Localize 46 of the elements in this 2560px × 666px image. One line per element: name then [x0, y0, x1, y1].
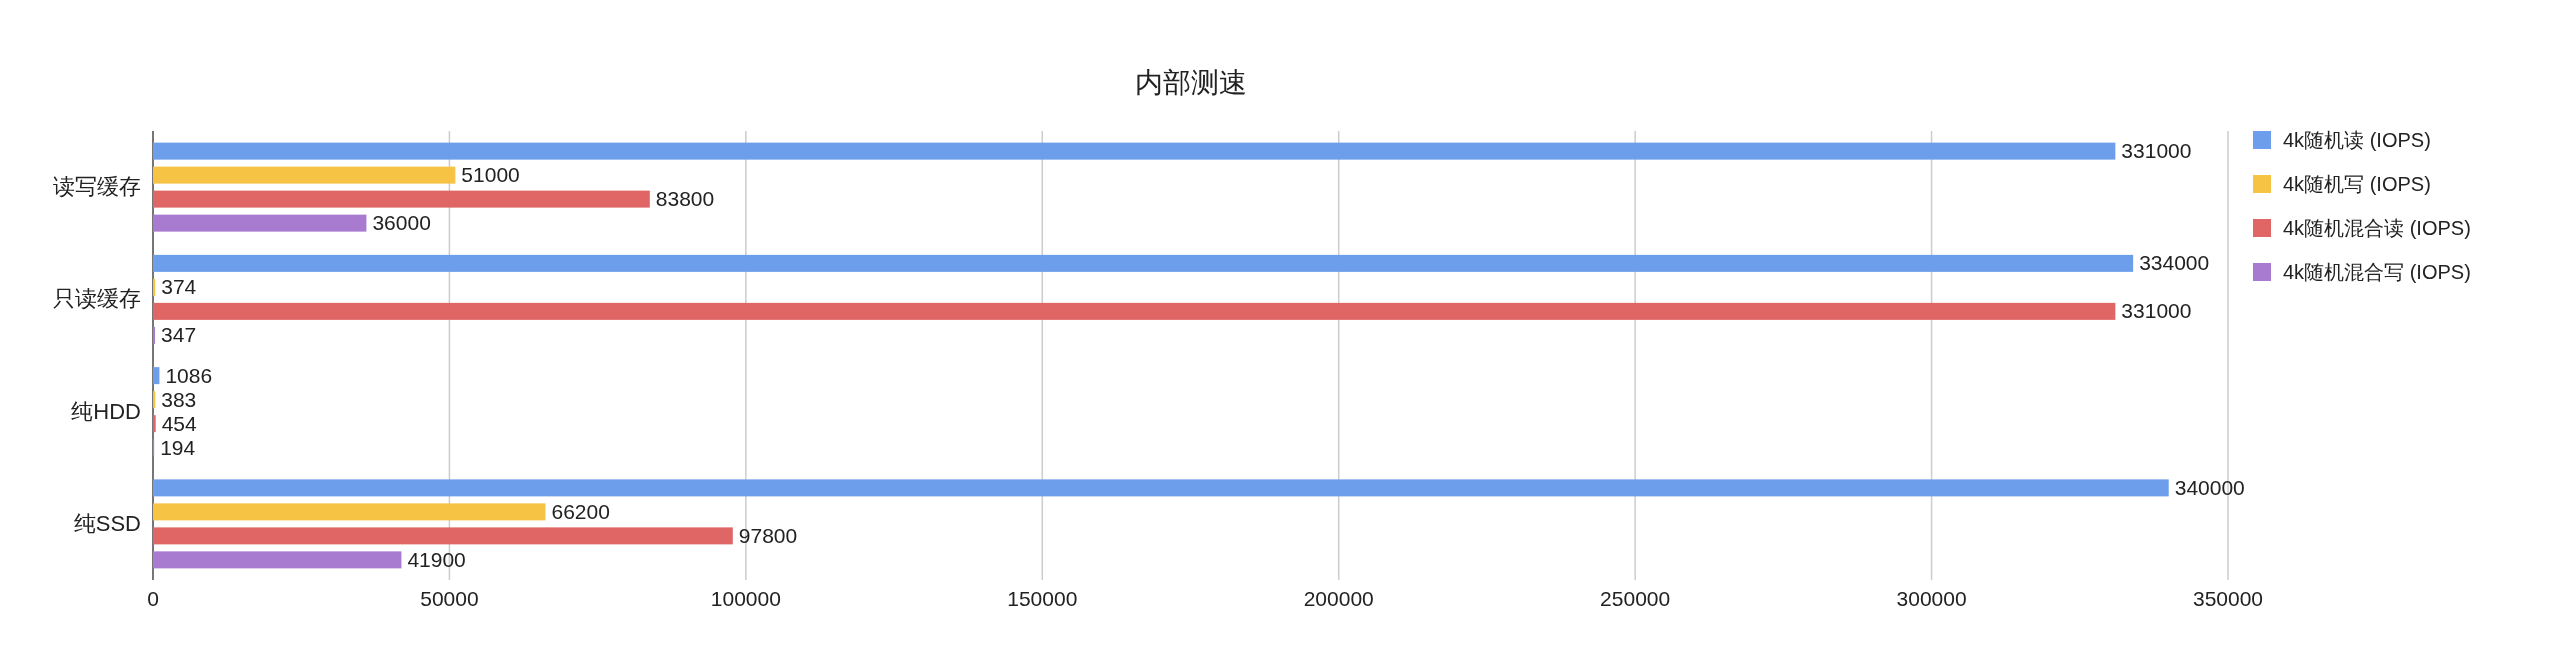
legend-label: 4k随机混合读 (IOPS) — [2283, 217, 2471, 239]
y-tick-label: 纯HDD — [71, 398, 141, 424]
bar — [153, 527, 733, 545]
x-tick-label: 100000 — [710, 587, 781, 610]
bar — [153, 302, 2116, 320]
y-tick-label: 读写缓存 — [53, 174, 141, 200]
data-label: 383 — [161, 387, 197, 411]
bar — [153, 190, 650, 208]
x-tick-label: 200000 — [1303, 587, 1374, 610]
y-tick-label: 纯SSD — [73, 510, 141, 536]
legend-label: 4k随机混合写 (IOPS) — [2283, 261, 2471, 283]
bar — [153, 367, 160, 385]
data-label: 51000 — [461, 163, 520, 187]
x-tick-label: 250000 — [1600, 587, 1671, 610]
x-tick-label: 350000 — [2192, 587, 2264, 610]
x-tick-label: 0 — [147, 587, 159, 610]
bar — [153, 254, 2134, 272]
data-label: 97800 — [738, 523, 798, 547]
x-tick-label: 300000 — [1896, 587, 1967, 610]
data-label: 194 — [160, 435, 196, 459]
data-label: 334000 — [2139, 251, 2210, 275]
legend-label: 4k随机读 (IOPS) — [2283, 129, 2431, 151]
bar — [153, 326, 156, 344]
x-tick-label: 50000 — [420, 587, 479, 610]
bar — [153, 142, 2116, 160]
data-label: 340000 — [2174, 475, 2245, 499]
data-label: 374 — [161, 275, 197, 299]
y-tick-label: 只读缓存 — [53, 286, 141, 312]
legend-label: 4k随机写 (IOPS) — [2283, 173, 2431, 195]
bar — [153, 551, 402, 569]
data-label: 1086 — [165, 363, 213, 387]
bar — [153, 503, 546, 521]
data-label: 66200 — [551, 499, 610, 523]
data-label: 83800 — [655, 187, 715, 211]
bar — [153, 166, 456, 184]
chart-title: 内部测速 — [1134, 67, 1247, 98]
bar — [153, 415, 156, 433]
x-tick-label: 150000 — [1007, 587, 1078, 610]
data-label: 331000 — [2121, 299, 2192, 323]
bar — [153, 214, 367, 232]
data-label: 36000 — [372, 211, 431, 235]
data-label: 454 — [161, 411, 198, 435]
bar — [153, 479, 2169, 497]
data-label: 331000 — [2121, 139, 2192, 163]
data-label: 41900 — [407, 547, 466, 571]
data-label: 347 — [161, 323, 197, 347]
